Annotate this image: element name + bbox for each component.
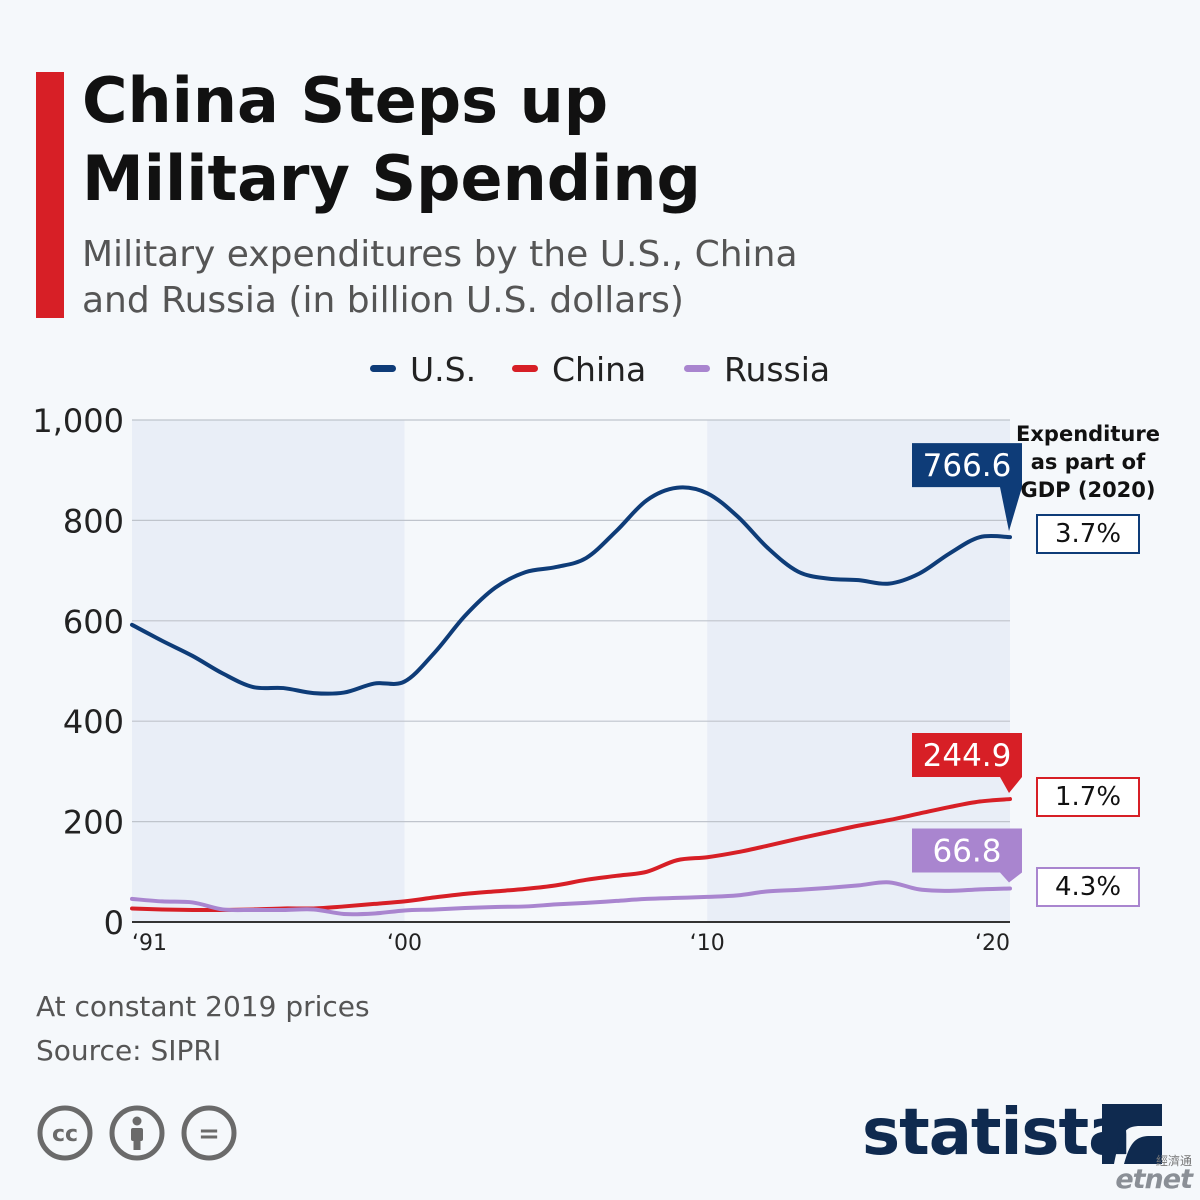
legend-swatch-russia <box>684 365 710 372</box>
etnet-watermark: 經濟通 etnet <box>1112 1152 1196 1196</box>
title-line-1: China Steps up <box>82 64 609 137</box>
x-tick-label: ‘20 <box>975 931 1010 956</box>
end-label-0: 766.6 <box>923 448 1012 484</box>
gdp-panel-title: Expenditure as part of GDP (2020) <box>1008 420 1168 504</box>
series-line-2 <box>130 880 1012 917</box>
end-label-box-2 <box>912 828 1022 883</box>
legend-item-us: U.S. <box>370 348 476 392</box>
y-tick-label: 600 <box>63 603 124 641</box>
gdp-title-line-3: GDP (2020) <box>1020 478 1156 502</box>
gdp-box-us: 3.7% <box>1036 514 1140 554</box>
y-tick-label: 1,000 <box>32 402 124 440</box>
x-tick-label: ‘00 <box>387 931 422 956</box>
legend-item-china: China <box>512 348 646 392</box>
title-line-2: Military Spending <box>82 142 701 215</box>
legend-swatch-us <box>370 365 396 372</box>
cc-icon-text: cc <box>52 1122 78 1147</box>
subtitle-line-2: and Russia (in billion U.S. dollars) <box>82 280 684 321</box>
price-note: At constant 2019 prices <box>36 990 370 1023</box>
shaded-period-0 <box>132 420 405 922</box>
legend-label-china: China <box>552 350 647 389</box>
gdp-title-line-2: as part of <box>1030 450 1146 474</box>
x-tick-label: ‘10 <box>690 931 725 956</box>
legend-item-russia: Russia <box>684 348 830 392</box>
series-line-0 <box>130 485 1012 696</box>
end-label-2: 66.8 <box>932 833 1001 869</box>
legend-label-russia: Russia <box>724 350 831 389</box>
watermark-bottom: etnet <box>1115 1164 1193 1195</box>
accent-bar <box>36 72 64 318</box>
watermark-top: 經濟通 <box>1155 1154 1192 1168</box>
legend-label-us: U.S. <box>410 350 477 389</box>
legend: U.S. China Russia <box>0 348 1200 392</box>
brand-name: statista <box>862 1096 1131 1170</box>
y-tick-label: 200 <box>63 804 124 842</box>
gdp-box-china: 1.7% <box>1036 777 1140 817</box>
source-note: Source: SIPRI <box>36 1034 222 1067</box>
legend-swatch-china <box>512 365 538 372</box>
y-tick-label: 800 <box>63 502 124 540</box>
gdp-box-russia: 4.3% <box>1036 867 1140 907</box>
no-derivatives-icon-text: = <box>198 1119 220 1149</box>
end-label-box-0 <box>912 443 1022 532</box>
statista-mark-icon <box>1102 1104 1162 1164</box>
license-icons: cc = <box>36 1104 276 1164</box>
page-title: China Steps up Military Spending <box>82 62 982 218</box>
gdp-title-line-1: Expenditure <box>1016 422 1160 446</box>
y-tick-label: 400 <box>63 703 124 741</box>
statista-logo[interactable]: statista <box>862 1098 1172 1168</box>
subtitle-line-1: Military expenditures by the U.S., China <box>82 234 798 275</box>
no-derivatives-icon[interactable]: = <box>180 1104 238 1162</box>
cc-icon[interactable]: cc <box>36 1104 94 1162</box>
end-label-box-1 <box>912 733 1022 794</box>
y-tick-label: 0 <box>104 904 124 942</box>
x-tick-label: ‘91 <box>132 931 167 956</box>
line-chart: 0 200 400 600 800 1,000 ‘91 ‘00 ‘10 ‘20 766.6 244.9… <box>32 402 1022 956</box>
end-label-1: 244.9 <box>923 738 1012 774</box>
subtitle: Military expenditures by the U.S., China… <box>82 232 982 324</box>
attribution-icon[interactable] <box>108 1104 166 1162</box>
